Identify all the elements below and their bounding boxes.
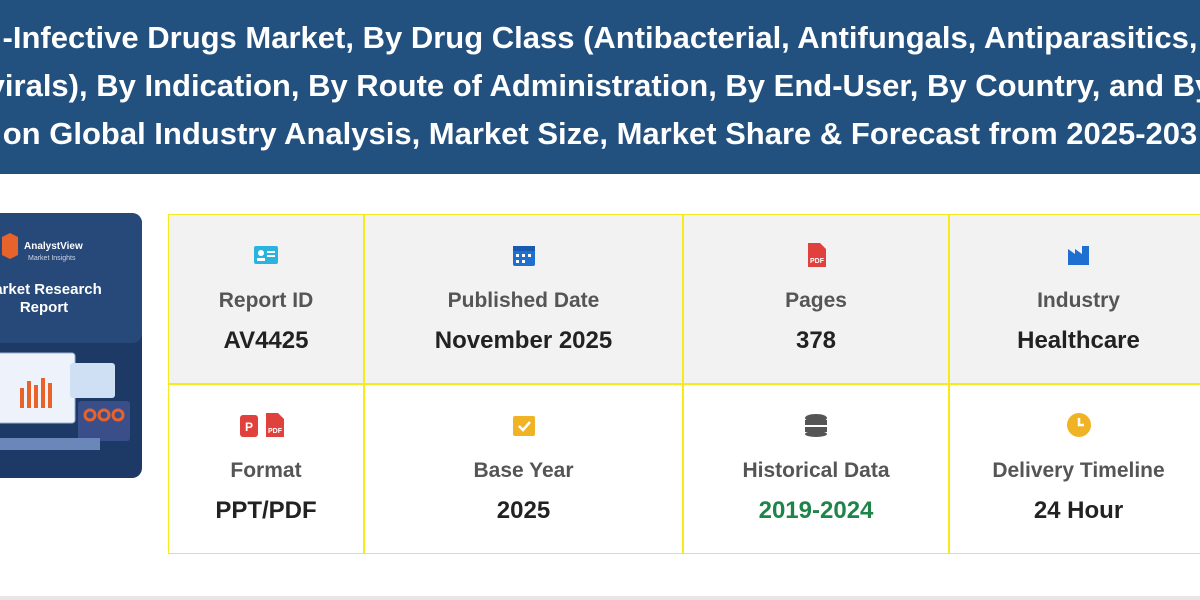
cover-tagline: Market Insights [28,255,76,262]
title-line: -Infective Drugs Market, By Drug Class (… [2,20,1198,55]
detail-cell: Report ID AV4425 [168,214,364,384]
icon [1066,413,1091,437]
cover-brand: AnalystView [24,241,83,252]
cover-title: arket Research [0,281,102,298]
icon [512,246,535,266]
detail-value: November 2025 [434,327,613,354]
svg-text:P: P [245,420,253,434]
detail-cell: Delivery Timeline 24 Hour [949,384,1200,554]
detail-label: Format [230,459,302,482]
detail-value: 2025 [496,497,551,524]
detail-cell: Industry Healthcare [949,214,1200,384]
header: -Infective Drugs Market, By Drug Class (… [0,0,1200,174]
detail-value: 2019-2024 [758,497,874,524]
icon [254,246,278,264]
svg-text:PDF: PDF [810,258,825,265]
detail-label: Report ID [218,289,314,312]
detail-value: 378 [795,327,837,354]
icon [512,416,535,436]
svg-text:PDF: PDF [268,428,283,435]
detail-cell: Base Year 2025 [364,384,683,554]
detail-cell: P PDF Format PPT/PDF [168,384,364,554]
detail-label: Delivery Timeline [992,459,1165,482]
detail-cell: Published Date November 2025 [364,214,683,384]
title-line: on Global Industry Analysis, Market Size… [2,116,1198,151]
detail-value: Healthcare [1017,327,1140,354]
details-grid: Report ID AV4425 Published Date November 20… [168,214,1200,554]
detail-label: Historical Data [742,459,890,482]
detail-cell: Historical Data 2019-2024 [683,384,949,554]
detail-label: Base Year [473,459,574,482]
icon [805,414,827,437]
cover-title: Report [20,299,68,316]
detail-cell: PDF Pages 378 [683,214,949,384]
report-cover[interactable]: AnalystView Market Insights arket Resear… [0,213,142,478]
icon: PDF [808,243,826,267]
icon [1067,246,1089,265]
detail-value: PPT/PDF [215,497,317,524]
detail-label: Published Date [447,289,600,312]
detail-value: 24 Hour [1033,497,1124,524]
title-line: virals), By Indication, By Route of Admi… [0,68,1200,103]
detail-label: Pages [785,289,847,312]
detail-value: AV4425 [223,327,309,354]
divider [0,596,1200,600]
icon: P PDF [240,413,284,437]
detail-label: Industry [1037,289,1120,312]
